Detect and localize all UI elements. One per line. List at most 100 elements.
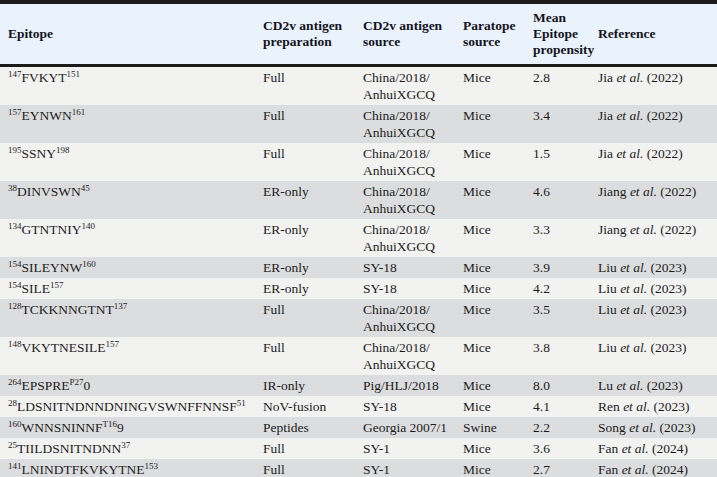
epitope-start-position: 28 [8,398,17,408]
preparation-cell: ER-only [257,219,357,257]
reference-et-al: et al. [616,378,643,393]
reference-cell: Lu et al. (2023) [592,375,717,396]
epitope-start-position: 160 [8,419,22,429]
epitope-cell: 134GTNTNIY140 [0,219,257,257]
table-row: 157EYNWN161FullChina/​2018/​AnhuiXGCQMic… [0,105,717,143]
reference-cell: Fan et al. (2024) [592,459,717,477]
epitope-start-position: 154 [8,280,22,290]
reference-et-al: et al. [616,108,643,123]
source-cell: SY-1 [357,438,457,459]
paratope-cell: Mice [457,105,527,143]
epitope-start-position: 154 [8,259,22,269]
propensity-cell: 4.1 [527,396,592,417]
preparation-cell: NoV-fusion [257,396,357,417]
epitope-start-position: 195 [8,145,22,155]
paratope-cell: Mice [457,66,527,106]
preparation-cell: Full [257,143,357,181]
epitope-cell: 147FVKYT151 [0,66,257,106]
column-header-epitope: Epitope [0,2,257,66]
propensity-cell: 3.4 [527,105,592,143]
reference-cell: Jiang et al. (2022) [592,181,717,219]
preparation-cell: Full [257,438,357,459]
epitope-cell: 160WNNSNINNFT169 [0,417,257,438]
source-cell: Georgia 2007/​1 [357,417,457,438]
table-row: 264EPSPREP270IR-onlyPig/​HLJ/​2018Mice8.… [0,375,717,396]
preparation-cell: Full [257,105,357,143]
table-row: 134GTNTNIY140ER-onlyChina/​2018/​AnhuiXG… [0,219,717,257]
reference-et-al: et al. [622,441,649,456]
reference-et-al: et al. [620,302,647,317]
epitope-start-position: 25 [8,440,17,450]
propensity-cell: 8.0 [527,375,592,396]
preparation-cell: ER-only [257,181,357,219]
paratope-cell: Mice [457,219,527,257]
paratope-cell: Mice [457,143,527,181]
paratope-cell: Mice [457,299,527,337]
table-row: 25TIILDSNITNDNN37FullSY-1Mice3.6Fan et a… [0,438,717,459]
reference-cell: Jiang et al. (2022) [592,219,717,257]
header-row: Epitope CD2v antigen preparation CD2v an… [0,2,717,66]
reference-et-al: et al. [629,420,656,435]
paratope-cell: Mice [457,278,527,299]
reference-cell: Liu et al. (2023) [592,257,717,278]
epitope-end-position: 161 [72,107,86,117]
propensity-cell: 3.9 [527,257,592,278]
epitope-end-position: 37 [121,440,130,450]
source-cell: China/​2018/​AnhuiXGCQ [357,143,457,181]
table-row: 141LNINDTFKVKYTNE153FullSY-1Mice2.7Fan e… [0,459,717,477]
epitope-start-position: 264 [8,377,22,387]
source-cell: SY-18 [357,257,457,278]
epitope-end-position: 198 [56,145,70,155]
reference-et-al: et al. [620,340,647,355]
propensity-cell: 3.5 [527,299,592,337]
source-cell: China/​2018/​AnhuiXGCQ [357,105,457,143]
epitope-start-position: 134 [8,221,22,231]
reference-cell: Jia et al. (2022) [592,66,717,106]
preparation-cell: Full [257,66,357,106]
epitope-start-position: 148 [8,339,22,349]
epitope-end-position: 45 [81,183,90,193]
preparation-cell: Full [257,299,357,337]
epitope-start-position: 128 [8,301,22,311]
epitope-cell: 154SILE157 [0,278,257,299]
paratope-cell: Mice [457,375,527,396]
column-header-antigen-preparation: CD2v antigen preparation [257,2,357,66]
paratope-cell: Mice [457,257,527,278]
paratope-cell: Mice [457,459,527,477]
epitope-end-position: P27 [70,377,84,387]
column-header-antigen-source: CD2v antigen source [357,2,457,66]
preparation-cell: Peptides [257,417,357,438]
column-header-reference: Reference [592,2,717,66]
paratope-cell: Mice [457,438,527,459]
reference-cell: Jia et al. (2022) [592,143,717,181]
propensity-cell: 4.2 [527,278,592,299]
epitope-cell: 264EPSPREP270 [0,375,257,396]
source-cell: China/​2018/​AnhuiXGCQ [357,299,457,337]
epitope-end-position: 153 [144,461,158,471]
reference-cell: Song et al. (2023) [592,417,717,438]
epitope-cell: 128TCKKNNGTNT137 [0,299,257,337]
source-cell: China/​2018/​AnhuiXGCQ [357,219,457,257]
epitope-end-position: 140 [82,221,96,231]
epitope-cell: 154SILEYNW160 [0,257,257,278]
source-cell: SY-18 [357,278,457,299]
reference-cell: Fan et al. (2024) [592,438,717,459]
epitope-start-position: 157 [8,107,22,117]
epitope-end-position: 151 [67,69,81,79]
paratope-cell: Mice [457,396,527,417]
reference-cell: Ren et al. (2023) [592,396,717,417]
propensity-cell: 2.7 [527,459,592,477]
source-cell: China/​2018/​AnhuiXGCQ [357,337,457,375]
propensity-cell: 3.6 [527,438,592,459]
epitope-cell: 148VKYTNESILE157 [0,337,257,375]
reference-cell: Liu et al. (2023) [592,299,717,337]
reference-et-al: et al. [616,146,643,161]
column-header-paratope-source: Paratope source [457,2,527,66]
source-cell: SY-1 [357,459,457,477]
reference-cell: Liu et al. (2023) [592,278,717,299]
table-row: 28LDSNITNDNNDNINGVSWNFFNNSF51NoV-fusionS… [0,396,717,417]
epitope-cell: 38DINVSWN45 [0,181,257,219]
epitope-end-position: 51 [237,398,246,408]
epitope-table: Epitope CD2v antigen preparation CD2v an… [0,0,717,477]
reference-et-al: et al. [620,260,647,275]
